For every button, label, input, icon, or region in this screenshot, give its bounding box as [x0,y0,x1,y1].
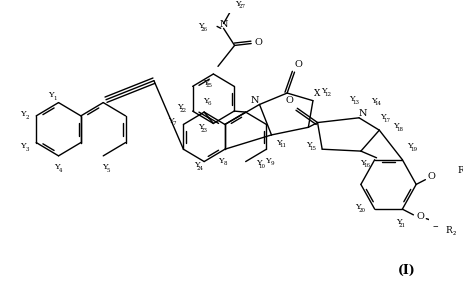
Text: Y: Y [48,91,54,99]
Text: Y: Y [102,163,108,171]
Text: Y: Y [203,97,208,105]
Text: O: O [254,38,262,47]
Text: 22: 22 [180,108,187,113]
Text: 11: 11 [278,143,285,148]
Text: X: X [313,88,319,98]
Text: 25: 25 [205,83,212,88]
Text: 26: 26 [200,27,207,32]
Text: Y: Y [20,142,26,150]
Text: 20: 20 [357,208,364,213]
Text: Y: Y [54,163,59,171]
Text: 4: 4 [58,168,62,173]
Text: 2: 2 [452,231,456,236]
Text: Y: Y [275,139,281,146]
Text: –: – [432,221,438,231]
Text: 18: 18 [395,127,402,132]
Text: 9: 9 [269,161,273,166]
Text: Y: Y [255,160,261,167]
Text: 19: 19 [409,147,416,152]
Text: O: O [285,96,293,105]
Text: 8: 8 [223,161,226,166]
Text: Y: Y [306,141,312,149]
Text: R: R [456,166,463,175]
Text: O: O [416,212,424,221]
Text: Y: Y [235,0,241,8]
Text: Y: Y [406,142,412,150]
Text: 3: 3 [25,147,29,152]
Text: Y: Y [202,79,208,87]
Text: Y: Y [194,161,199,169]
Text: 21: 21 [398,223,405,228]
Text: Y: Y [359,158,365,166]
Text: 2: 2 [25,115,29,120]
Text: 17: 17 [382,118,389,123]
Text: Y: Y [392,122,398,130]
Text: Y: Y [265,157,270,165]
Text: 7: 7 [172,122,175,127]
Text: 6: 6 [207,101,211,106]
Text: N: N [219,20,227,29]
Text: Y: Y [176,103,182,111]
Text: 13: 13 [351,100,358,105]
Text: O: O [294,60,301,69]
Text: Y: Y [379,113,385,121]
Text: Y: Y [395,218,400,226]
Text: 10: 10 [258,164,265,169]
Text: (I): (I) [397,264,415,277]
Text: R: R [444,226,451,235]
Text: Y: Y [167,117,173,125]
Text: Y: Y [348,95,354,103]
Text: 12: 12 [324,92,331,97]
Text: 5: 5 [107,168,110,173]
Text: N: N [250,96,258,105]
Text: 14: 14 [373,101,380,106]
Text: 24: 24 [197,166,204,171]
Text: N: N [358,109,366,118]
Text: Y: Y [20,110,26,118]
Text: Y: Y [197,123,203,131]
Text: Y: Y [218,157,224,165]
Text: O: O [427,172,435,181]
Text: Y: Y [370,97,376,105]
Text: 23: 23 [200,128,207,133]
Text: 15: 15 [309,146,316,151]
Text: 27: 27 [238,4,245,9]
Text: Y: Y [320,87,326,95]
Text: Y: Y [355,203,360,211]
Text: Y: Y [197,22,203,30]
Text: 1: 1 [53,96,56,101]
Text: 16: 16 [362,164,369,168]
